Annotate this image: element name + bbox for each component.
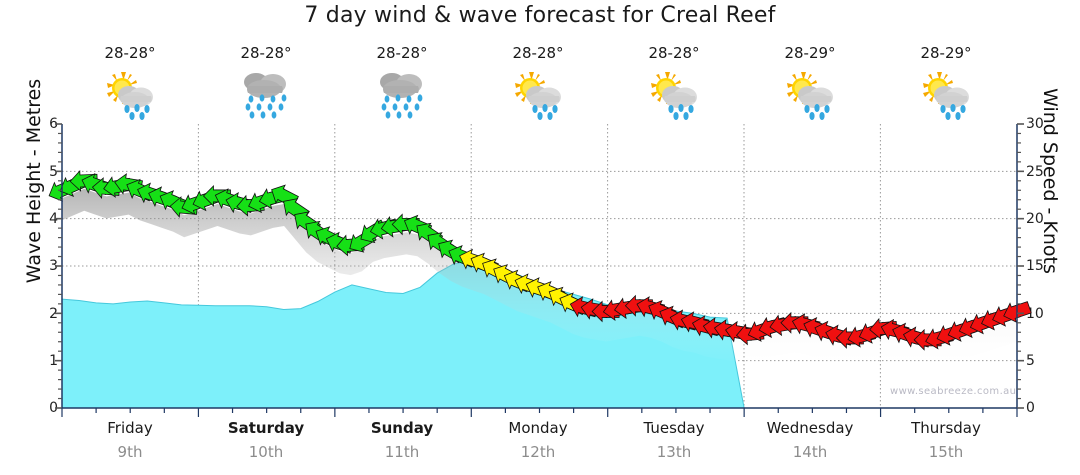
day-date-7: 15th xyxy=(928,443,964,461)
weather-icon-day-5 xyxy=(606,66,742,122)
weather-icon-day-6 xyxy=(742,66,878,122)
day-date-2: 10th xyxy=(248,443,284,461)
day-label-4: Monday xyxy=(508,419,568,437)
left-tick-0: 0 xyxy=(49,400,58,416)
day-label-2: Saturday xyxy=(227,419,305,437)
left-tick-4: 4 xyxy=(49,211,58,227)
right-tick-15: 15 xyxy=(1026,258,1044,274)
right-tick-0: 0 xyxy=(1026,400,1035,416)
left-axis-ticks xyxy=(55,123,62,409)
left-tick-1: 1 xyxy=(49,353,58,369)
day-label-5: Tuesday xyxy=(643,419,705,437)
right-axis-ticks xyxy=(1017,123,1024,409)
temp-label-day-7: 28-29° xyxy=(920,44,972,62)
right-tick-20: 20 xyxy=(1026,211,1044,227)
day-date-6: 14th xyxy=(792,443,828,461)
right-tick-30: 30 xyxy=(1026,116,1044,132)
day-date-4: 12th xyxy=(520,443,556,461)
weather-icon-day-2 xyxy=(198,66,334,122)
temp-label-day-4: 28-28° xyxy=(512,44,564,62)
weather-icon-day-3 xyxy=(334,66,470,122)
temp-label-day-3: 28-28° xyxy=(376,44,428,62)
wind-arrow-series xyxy=(48,169,1032,351)
weather-icon-day-4 xyxy=(470,66,606,122)
temp-label-day-5: 28-28° xyxy=(648,44,700,62)
left-tick-3: 3 xyxy=(49,258,58,274)
wind-arrow-shadow xyxy=(62,188,1017,370)
weather-icon-day-7 xyxy=(878,66,1014,122)
day-date-5: 13th xyxy=(656,443,692,461)
watermark: www.seabreeze.com.au xyxy=(890,386,1017,397)
left-tick-6: 6 xyxy=(49,116,58,132)
day-label-6: Wednesday xyxy=(766,419,854,437)
temp-label-day-1: 28-28° xyxy=(104,44,156,62)
right-tick-25: 25 xyxy=(1026,164,1044,180)
temp-label-day-6: 28-29° xyxy=(784,44,836,62)
day-label-7: Thursday xyxy=(911,419,981,437)
weather-icon-day-1 xyxy=(62,66,198,122)
day-label-3: Sunday xyxy=(370,419,434,437)
right-tick-5: 5 xyxy=(1026,353,1035,369)
left-tick-2: 2 xyxy=(49,306,58,322)
page-title: 7 day wind & wave forecast for Creal Ree… xyxy=(304,3,776,28)
bottom-axis-ticks xyxy=(61,408,1018,417)
day-date-1: 9th xyxy=(117,443,143,461)
day-date-3: 11th xyxy=(384,443,420,461)
temp-label-day-2: 28-28° xyxy=(240,44,292,62)
day-label-1: Friday xyxy=(107,419,153,437)
left-tick-5: 5 xyxy=(49,164,58,180)
